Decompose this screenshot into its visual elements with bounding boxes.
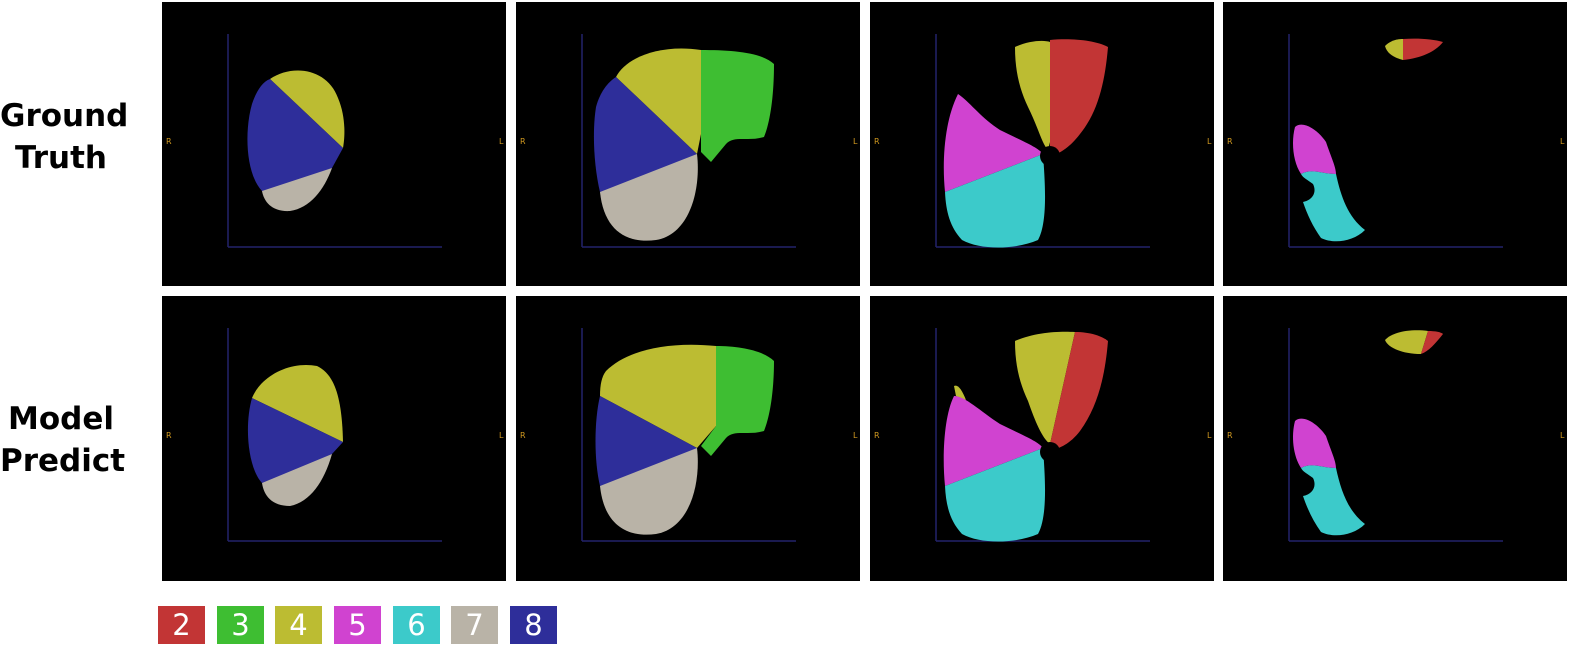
orientation-l-label: L	[853, 431, 858, 440]
orientation-r-label: R	[166, 431, 172, 440]
row-label-line: Ground	[0, 98, 129, 134]
orientation-l-label: L	[1560, 137, 1565, 146]
ground-truth-slice-4: R L	[1223, 2, 1567, 286]
legend-swatch-5: 5	[334, 606, 381, 644]
legend-swatch-3: 3	[217, 606, 264, 644]
legend-swatch-7: 7	[451, 606, 498, 644]
orientation-r-label: R	[166, 137, 172, 146]
orientation-l-label: L	[1560, 431, 1565, 440]
row-label-line: Predict	[0, 443, 126, 479]
row-label-line: Model	[8, 401, 114, 437]
ground-truth-slice-2: R L	[516, 2, 860, 286]
legend-swatch-2: 2	[158, 606, 205, 644]
orientation-l-label: L	[1207, 137, 1212, 146]
model-predict-slice-1: R L	[162, 296, 506, 581]
legend-swatch-4: 4	[275, 606, 322, 644]
orientation-l-label: L	[499, 431, 504, 440]
model-predict-slice-3: R L	[870, 296, 1214, 581]
legend-swatch-8: 8	[510, 606, 557, 644]
orientation-l-label: L	[499, 137, 504, 146]
orientation-r-label: R	[1227, 137, 1233, 146]
orientation-r-label: R	[520, 431, 526, 440]
model-predict-slice-2: R L	[516, 296, 860, 581]
row-label-model-predict: Model Predict	[0, 398, 126, 482]
orientation-l-label: L	[853, 137, 858, 146]
orientation-r-label: R	[874, 137, 880, 146]
orientation-r-label: R	[1227, 431, 1233, 440]
orientation-r-label: R	[874, 431, 880, 440]
legend-swatch-6: 6	[393, 606, 440, 644]
ground-truth-slice-1: R L	[162, 2, 506, 286]
orientation-r-label: R	[520, 137, 526, 146]
row-label-ground-truth: Ground Truth	[0, 95, 129, 179]
orientation-l-label: L	[1207, 431, 1212, 440]
row-label-line: Truth	[15, 140, 107, 176]
model-predict-slice-4: R L	[1223, 296, 1567, 581]
ground-truth-slice-3: R L	[870, 2, 1214, 286]
